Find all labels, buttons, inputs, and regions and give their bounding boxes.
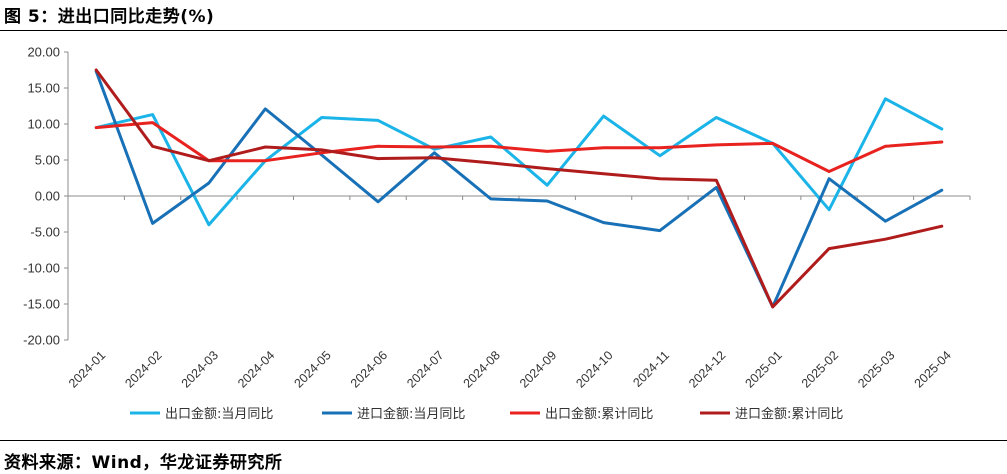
series-line-3 — [94, 121, 944, 173]
y-axis-ticks: -20.00 -15.00 -10.00 -5.00 0.00 5.00 10.00 15.0… — [23, 45, 68, 348]
x-tick-label: 2024-03 — [179, 348, 221, 390]
y-tick-label: -20.00 — [23, 333, 60, 348]
y-tick-label: -5.00 — [30, 225, 60, 240]
x-tick-label: 2024-09 — [517, 348, 559, 390]
x-tick-label: 2024-10 — [573, 348, 615, 390]
source-note: 资料来源：Wind，华龙证券研究所 — [4, 453, 283, 473]
x-tick-label: 2024-12 — [686, 348, 728, 390]
x-tick-label: 2025-02 — [799, 348, 841, 390]
x-tick-label: 2024-04 — [235, 348, 277, 390]
x-tick-label: 2024-01 — [66, 348, 108, 390]
y-tick-label: 5.00 — [35, 153, 60, 168]
y-tick-label: -10.00 — [23, 261, 60, 276]
title-rule — [0, 30, 1007, 31]
y-tick-label: -15.00 — [23, 297, 60, 312]
source-rule — [0, 440, 1007, 441]
chart-legend: 出口金额:当月同比 进口金额:当月同比 出口金额:累计同比 进口金额:累计同比 — [130, 406, 843, 422]
x-tick-label: 2025-03 — [855, 348, 897, 390]
x-tick-label: 2024-07 — [404, 348, 446, 390]
y-tick-label: 15.00 — [27, 81, 60, 96]
x-tick-label: 2025-04 — [912, 348, 954, 390]
line-chart: -20.00 -15.00 -10.00 -5.00 0.00 5.00 10.00 15.0… — [23, 45, 971, 422]
chart-series — [94, 68, 944, 309]
series-line-1 — [94, 97, 944, 227]
figure-title: 图 5：进出口同比走势(%) — [4, 7, 215, 27]
y-tick-label: 20.00 — [27, 45, 60, 60]
x-tick-label: 2025-01 — [742, 348, 784, 390]
y-tick-label: 0.00 — [35, 189, 60, 204]
legend-label: 出口金额:累计同比 — [545, 406, 653, 422]
x-tick-label: 2024-05 — [291, 348, 333, 390]
x-tick-label: 2024-06 — [348, 348, 390, 390]
x-tick-label: 2024-02 — [122, 348, 164, 390]
x-axis-ticks: 2024-01 2024-02 2024-03 2024-04 2024-05 2024-… — [66, 196, 971, 391]
x-tick-label: 2024-08 — [461, 348, 503, 390]
legend-label: 进口金额:当月同比 — [357, 406, 465, 422]
legend-label: 进口金额:累计同比 — [735, 406, 843, 422]
series-line-4 — [94, 68, 944, 309]
legend-label: 出口金额:当月同比 — [165, 406, 273, 422]
x-tick-label: 2024-11 — [630, 348, 672, 390]
y-tick-label: 10.00 — [27, 117, 60, 132]
series-line-2 — [94, 69, 944, 309]
